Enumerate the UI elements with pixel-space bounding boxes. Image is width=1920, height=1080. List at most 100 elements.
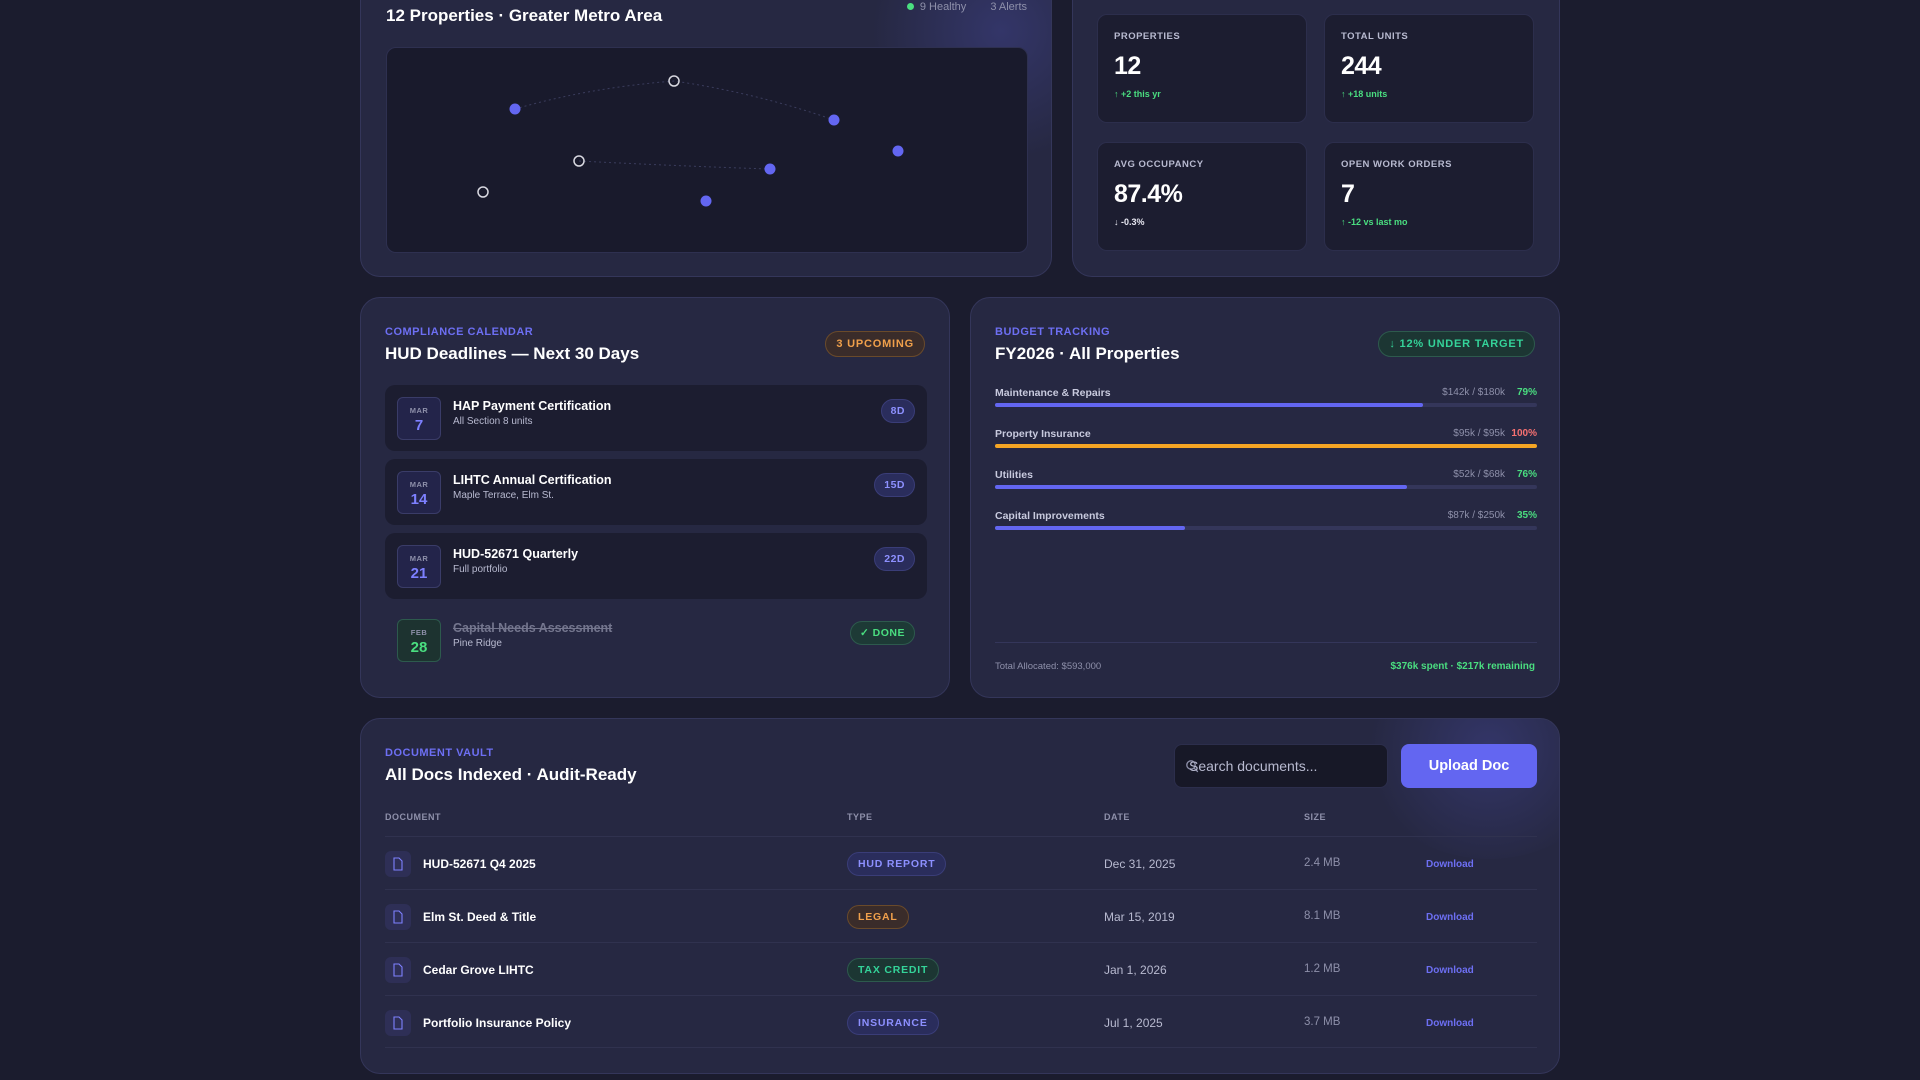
budget-category: Utilities xyxy=(995,469,1033,481)
document-icon xyxy=(385,1010,411,1036)
budget-eyebrow: Budget Tracking xyxy=(995,326,1111,338)
deadline-item[interactable]: MAR 14 LIHTC Annual Certification Maple … xyxy=(385,459,927,525)
deadline-item-done[interactable]: FEB 28 Capital Needs Assessment Pine Rid… xyxy=(385,607,927,673)
stat-open-work-orders: Open Work Orders 7 ↑ -12 vs last mo xyxy=(1324,142,1534,251)
budget-tracking-card: Budget Tracking FY2026 · All Properties … xyxy=(970,297,1560,698)
stat-label: Open Work Orders xyxy=(1341,159,1452,170)
budget-amount: $87k / $250k xyxy=(1447,510,1505,521)
document-icon xyxy=(385,957,411,983)
date-month: MAR xyxy=(409,480,429,489)
map-title: 12 Properties · Greater Metro Area xyxy=(386,6,663,25)
budget-amount: $95k / $95k xyxy=(1453,428,1505,439)
document-vault-card: Document Vault All Docs Indexed · Audit-… xyxy=(360,718,1560,1074)
download-link[interactable]: Download xyxy=(1426,912,1474,923)
doc-name: Cedar Grove LIHTC xyxy=(423,963,534,977)
budget-progress-fill xyxy=(995,485,1407,489)
stat-label: Properties xyxy=(1114,31,1181,42)
table-row[interactable]: Cedar Grove LIHTC Tax Credit Jan 1, 2026… xyxy=(385,942,1537,995)
legend-alerts-label: 3 Alerts xyxy=(990,1,1027,13)
total-allocated: Total Allocated: $593,000 xyxy=(995,661,1102,672)
vault-title: All Docs Indexed · Audit-Ready xyxy=(385,765,637,784)
property-pin[interactable] xyxy=(700,195,712,207)
date-month: MAR xyxy=(409,554,429,563)
compliance-calendar-card: Compliance Calendar HUD Deadlines — Next… xyxy=(360,297,950,698)
download-link[interactable]: Download xyxy=(1426,859,1474,870)
deadline-title: HUD-52671 Quarterly xyxy=(453,547,579,561)
stat-properties: Properties 12 ↑ +2 this yr xyxy=(1097,14,1307,123)
budget-row: Property Insurance $95k / $95k 100% xyxy=(995,428,1537,458)
spent-remaining-summary: $376k spent · $217k remaining xyxy=(1390,661,1535,672)
doc-date: Dec 31, 2025 xyxy=(1104,857,1176,871)
stat-avg-occupancy: Avg Occupancy 87.4% ↓ -0.3% xyxy=(1097,142,1307,251)
budget-row: Utilities $52k / $68k 76% xyxy=(995,469,1537,499)
days-left-badge: 15D xyxy=(874,473,915,497)
date-day: 21 xyxy=(410,565,428,582)
deadline-subtitle: Maple Terrace, Elm St. xyxy=(453,490,554,501)
property-pin-hollow[interactable] xyxy=(477,186,489,198)
property-pin[interactable] xyxy=(892,145,904,157)
column-header-document: Document xyxy=(385,812,441,822)
route-line xyxy=(578,160,771,170)
budget-row: Maintenance & Repairs $142k / $180k 79% xyxy=(995,387,1537,417)
stat-value: 244 xyxy=(1341,52,1382,80)
legend-healthy: 9 Healthy xyxy=(906,1,967,13)
search-box xyxy=(1174,744,1388,788)
compliance-title: HUD Deadlines — Next 30 Days xyxy=(385,344,640,363)
days-left-badge: 8D xyxy=(880,399,915,423)
document-icon xyxy=(385,851,411,877)
deadline-subtitle: Pine Ridge xyxy=(453,638,502,649)
budget-category: Maintenance & Repairs xyxy=(995,387,1111,399)
date-day: 14 xyxy=(410,491,428,508)
doc-date: Jan 1, 2026 xyxy=(1104,963,1167,977)
budget-amount: $142k / $180k xyxy=(1442,387,1505,398)
property-pin-hollow[interactable] xyxy=(668,75,680,87)
budget-progress-fill xyxy=(995,444,1537,448)
deadline-subtitle: Full portfolio xyxy=(453,564,508,575)
document-icon xyxy=(385,904,411,930)
doc-type-badge: Legal xyxy=(847,905,909,929)
deadline-title: HAP Payment Certification xyxy=(453,399,612,413)
budget-percent: 100% xyxy=(1511,428,1537,439)
budget-amount: $52k / $68k xyxy=(1453,469,1505,480)
property-pin[interactable] xyxy=(764,163,776,175)
stats-card: Properties 12 ↑ +2 this yr Total Units 2… xyxy=(1072,0,1560,277)
search-input[interactable] xyxy=(1189,745,1384,787)
doc-size: 2.4 MB xyxy=(1304,857,1341,869)
stat-label: Avg Occupancy xyxy=(1114,159,1204,170)
table-row[interactable]: Elm St. Deed & Title Legal Mar 15, 2019 … xyxy=(385,889,1537,942)
date-box: FEB 28 xyxy=(397,619,441,662)
deadline-title: LIHTC Annual Certification xyxy=(453,473,612,487)
legend-healthy-label: 9 Healthy xyxy=(919,1,967,13)
deadline-item[interactable]: MAR 21 HUD-52671 Quarterly Full portfoli… xyxy=(385,533,927,599)
download-link[interactable]: Download xyxy=(1426,1018,1474,1029)
table-row[interactable]: HUD-52671 Q4 2025 HUD Report Dec 31, 202… xyxy=(385,836,1537,889)
stat-total-units: Total Units 244 ↑ +18 units xyxy=(1324,14,1534,123)
date-month: FEB xyxy=(410,628,428,637)
property-pin-hollow[interactable] xyxy=(573,155,585,167)
date-day: 28 xyxy=(410,639,428,656)
stat-delta: ↑ -12 vs last mo xyxy=(1341,217,1408,227)
upload-doc-button[interactable]: Upload Doc xyxy=(1401,744,1537,788)
property-pin[interactable] xyxy=(828,114,840,126)
property-map[interactable] xyxy=(386,47,1028,253)
deadline-item[interactable]: MAR 7 HAP Payment Certification All Sect… xyxy=(385,385,927,451)
doc-name: Elm St. Deed & Title xyxy=(423,910,537,924)
stat-value: 7 xyxy=(1341,180,1355,208)
doc-date: Mar 15, 2019 xyxy=(1104,910,1175,924)
download-link[interactable]: Download xyxy=(1426,965,1474,976)
property-map-card: 12 Properties · Greater Metro Area 9 Hea… xyxy=(360,0,1052,277)
column-header-size: Size xyxy=(1304,812,1327,822)
budget-category: Capital Improvements xyxy=(995,510,1105,522)
stat-label: Total Units xyxy=(1341,31,1409,42)
budget-progress-fill xyxy=(995,526,1185,530)
property-pin[interactable] xyxy=(509,103,521,115)
doc-size: 8.1 MB xyxy=(1304,910,1341,922)
compliance-eyebrow: Compliance Calendar xyxy=(385,326,534,338)
stat-value: 12 xyxy=(1114,52,1141,80)
table-row[interactable]: Portfolio Insurance Policy Insurance Jul… xyxy=(385,995,1537,1048)
doc-size: 3.7 MB xyxy=(1304,1016,1341,1028)
budget-percent: 35% xyxy=(1516,510,1537,521)
map-legend: 9 Healthy 3 Alerts xyxy=(906,1,1027,13)
budget-progress-track xyxy=(995,444,1537,448)
under-target-badge: ↓ 12% Under Target xyxy=(1378,331,1535,357)
